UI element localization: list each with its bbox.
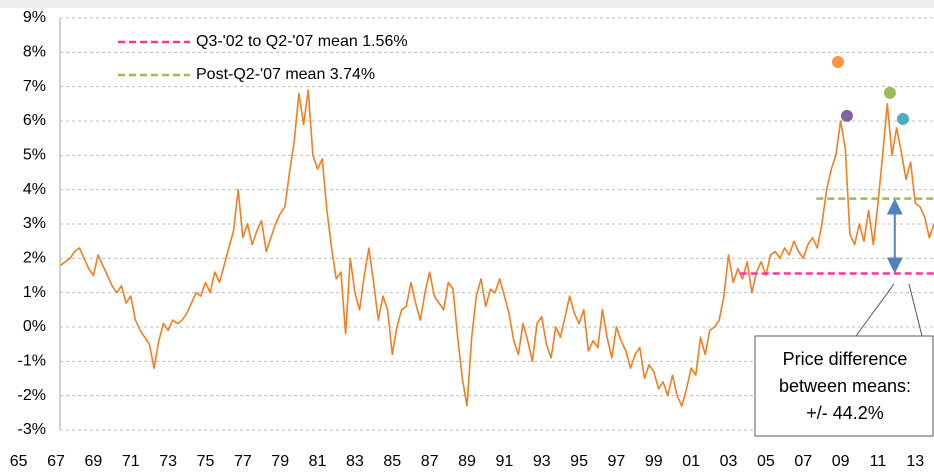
x-tick-label: 91 (495, 453, 513, 470)
x-tick-label: 71 (122, 453, 140, 470)
line-series (60, 89, 934, 407)
y-tick-label: 7% (23, 78, 46, 95)
marker-dot (840, 109, 853, 122)
x-tick-label: 11 (870, 453, 887, 470)
x-tick-label: 67 (47, 453, 65, 470)
callout-pointer (908, 283, 923, 337)
top-band (0, 0, 934, 8)
y-tick-label: 0% (23, 318, 46, 335)
x-tick-label: 01 (682, 453, 700, 470)
x-tick-label: 79 (271, 453, 289, 470)
x-tick-label: 05 (757, 453, 775, 470)
y-tick-label: 1% (23, 284, 46, 301)
y-tick-label: 2% (23, 250, 46, 267)
x-tick-label: 83 (346, 453, 364, 470)
legend-label: Q3-'02 to Q2-'07 mean 1.56% (196, 33, 408, 50)
x-tick-label: 73 (159, 453, 177, 470)
y-tick-label: 5% (23, 147, 46, 164)
x-tick-label: 13 (906, 453, 924, 470)
x-tick-label: 85 (383, 453, 401, 470)
marker-dot (831, 55, 844, 68)
x-tick-label: 81 (309, 453, 327, 470)
x-tick-label: 99 (645, 453, 663, 470)
callout-box (754, 335, 934, 437)
callout-text: +/- 44.2% (806, 403, 884, 423)
y-tick-label: 9% (23, 9, 46, 26)
callout-text: Price difference (783, 349, 908, 369)
y-tick-label: 8% (23, 44, 46, 61)
y-tick-label: 3% (23, 215, 46, 232)
callout-text: between means: (779, 376, 911, 396)
x-tick-label: 97 (608, 453, 626, 470)
y-tick-label: 6% (23, 112, 46, 129)
marker-dot (896, 112, 909, 125)
callout-pointer (855, 283, 895, 337)
x-tick-label: 09 (832, 453, 850, 470)
legend-label: Post-Q2-'07 mean 3.74% (196, 66, 375, 83)
marker-dot (883, 86, 896, 99)
x-tick-label: 03 (720, 453, 738, 470)
y-tick-label: -2% (18, 387, 46, 404)
x-tick-label: 95 (570, 453, 588, 470)
x-tick-label: 69 (85, 453, 103, 470)
y-tick-label: 4% (23, 181, 46, 198)
x-tick-label: 65 (10, 453, 28, 470)
x-tick-label: 75 (197, 453, 215, 470)
x-tick-label: 77 (234, 453, 252, 470)
y-tick-label: -1% (18, 353, 46, 370)
y-tick-label: -3% (18, 421, 46, 438)
x-tick-label: 87 (421, 453, 439, 470)
x-tick-label: 07 (794, 453, 812, 470)
x-tick-label: 93 (533, 453, 551, 470)
x-tick-label: 89 (458, 453, 476, 470)
